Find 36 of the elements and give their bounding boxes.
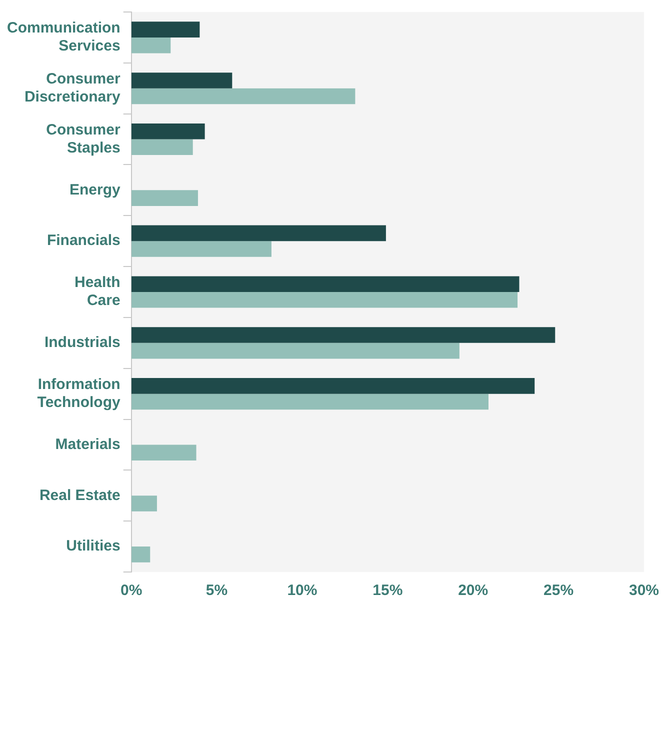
x-tick-label: 5%: [206, 582, 228, 600]
bar: [131, 342, 460, 359]
bar: [131, 276, 520, 292]
y-tick-label: Utilities: [66, 538, 120, 555]
x-tick-label: 10%: [287, 582, 318, 600]
y-tick-label: Consumer Discretionary: [24, 70, 121, 106]
bar: [131, 378, 535, 394]
x-tick-label: 20%: [458, 582, 488, 600]
bar: [131, 88, 356, 104]
y-tick-label: Consumer Staples: [46, 121, 120, 156]
y-tick-label: Financials: [46, 232, 120, 250]
y-tick-label: Health Care: [74, 274, 120, 310]
bar: [131, 546, 150, 562]
y-tick-label: Energy: [69, 181, 121, 198]
bar: [131, 22, 200, 38]
x-tick-label: 0%: [120, 582, 142, 600]
y-tick-label: Materials: [55, 436, 120, 453]
bar: [131, 225, 386, 242]
bar: [131, 37, 171, 54]
y-tick-label: Communication Services: [6, 20, 120, 55]
y-tick-label: Industrials: [44, 334, 120, 352]
bar: [131, 496, 157, 512]
y-tick-label: Information Technology: [37, 376, 121, 411]
x-tick-label: 30%: [628, 582, 660, 600]
bar: [131, 72, 232, 88]
bar: [131, 292, 518, 308]
bar: [131, 123, 205, 140]
x-tick-label: 25%: [544, 582, 574, 600]
y-tick-label: Real Estate: [39, 486, 120, 504]
bar: [131, 241, 272, 257]
bar: [131, 327, 556, 343]
bar: [131, 444, 196, 461]
bar: [131, 139, 193, 156]
bar: [131, 190, 198, 206]
x-tick-label: 15%: [372, 582, 403, 600]
bar: [131, 394, 488, 410]
